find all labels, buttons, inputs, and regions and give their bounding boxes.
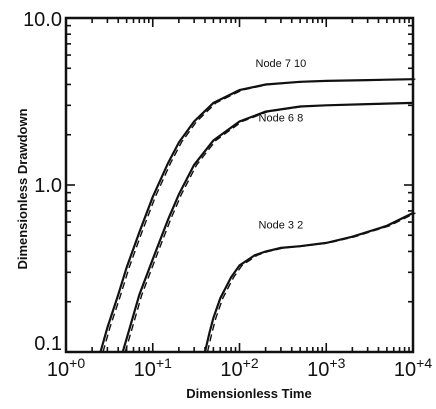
x-axis-title: Dimensionless Time xyxy=(186,386,311,401)
plot-frame xyxy=(64,16,415,354)
y-tick-label: 1.0 xyxy=(34,175,62,197)
series-layer xyxy=(99,78,416,352)
annotation-layer: Node 7 10 Node 6 8 Node 3 2 xyxy=(256,58,307,232)
y-tick-label: 0.1 xyxy=(34,333,62,355)
series-line-node-3-2 xyxy=(203,212,413,352)
series-annotation: Node 3 2 xyxy=(259,219,304,231)
series-annotation: Node 6 8 xyxy=(259,113,304,125)
x-tick-label: 10+0 xyxy=(47,355,85,381)
series-dashed-node-7-10 xyxy=(102,78,416,352)
y-tick-label: 10.0 xyxy=(23,9,62,31)
y-axis-title: Dimensionless Drawdown xyxy=(15,108,30,269)
x-tick-label: 10+2 xyxy=(220,355,258,381)
series-dashed-node-3-2 xyxy=(206,212,416,352)
series-line-node-7-10 xyxy=(99,78,413,352)
ticks-layer: 10+0 10+1 10+2 10+3 10+4 0.1 1.0 10.0 xyxy=(23,9,432,381)
x-tick-label: 10+3 xyxy=(307,355,345,381)
x-tick-label: 10+1 xyxy=(134,355,172,381)
series-annotation: Node 7 10 xyxy=(256,58,307,70)
x-tick-label: 10+4 xyxy=(394,355,432,381)
